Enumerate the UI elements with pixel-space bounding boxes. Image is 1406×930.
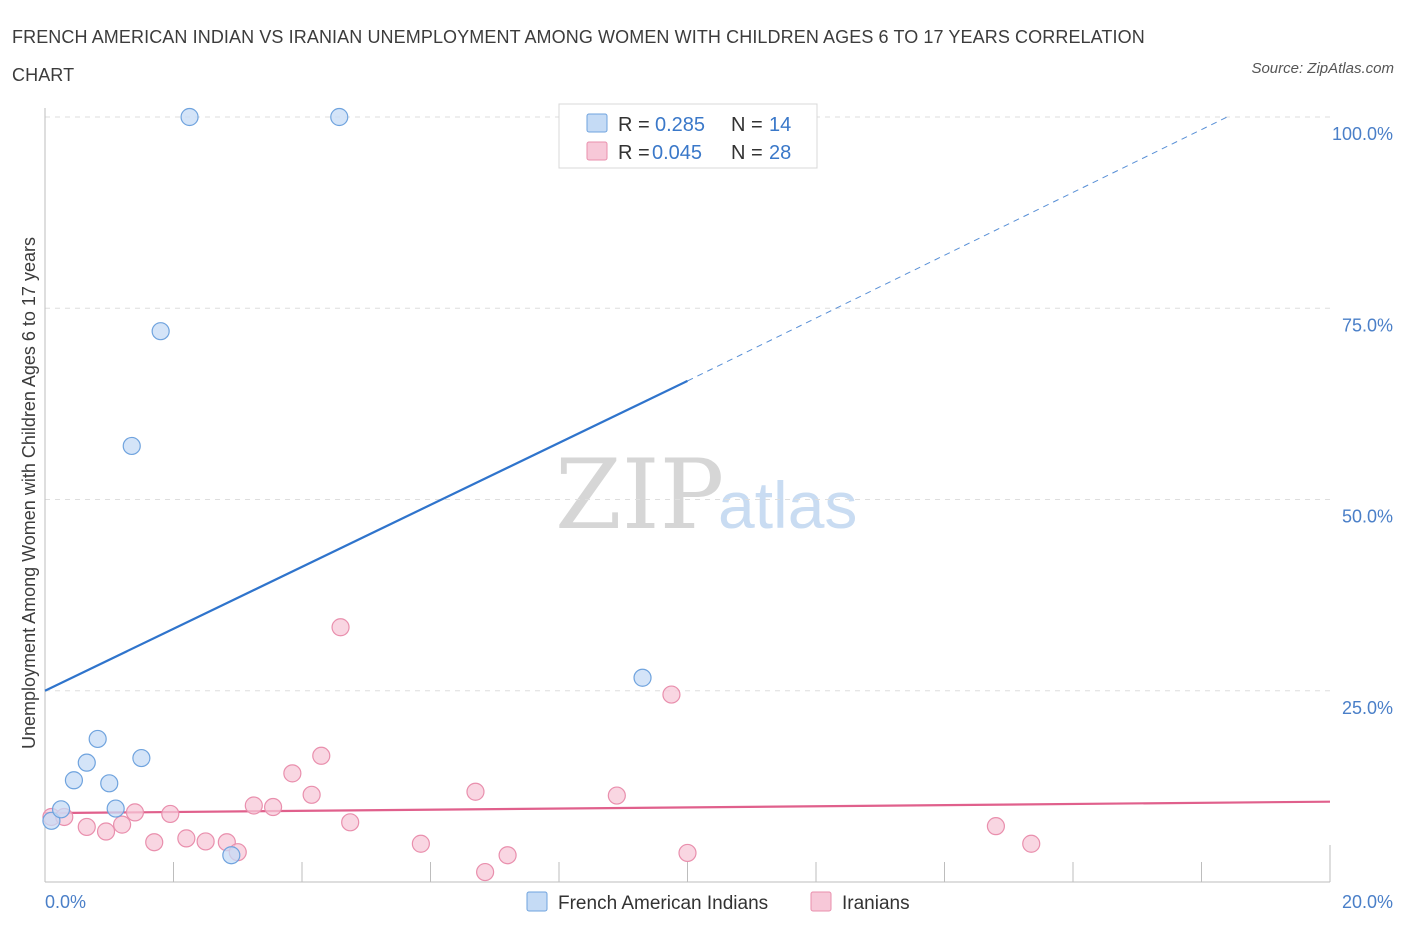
legend-n-label-2: N = — [731, 142, 763, 164]
point-iranians-14 — [283, 764, 302, 783]
y-tick-label-1: 50.0% — [1342, 507, 1393, 527]
point-iranians-18 — [341, 813, 360, 832]
bottom-legend-iranians: Iranians — [842, 893, 910, 914]
legend-r-label-2: R = — [618, 142, 650, 164]
trend-line-1 — [44, 800, 1331, 815]
gridlines — [45, 116, 1330, 692]
point-iranians-17 — [331, 618, 350, 637]
legend-n-label-1: N = — [731, 114, 763, 136]
point-iranians-15 — [302, 785, 321, 804]
point-iranians-20 — [466, 782, 485, 801]
legend-swatch-french-american-indians — [586, 113, 608, 133]
trend-line-extension-0 — [687, 116, 1228, 382]
point-iranians-6 — [145, 833, 164, 852]
point-french-american-indians-2 — [64, 771, 84, 790]
point-iranians-21 — [476, 862, 495, 882]
point-french-american-indians-1 — [51, 800, 71, 819]
bottom-legend-french-american-indians: French American Indians — [558, 893, 768, 914]
chart-title: FRENCH AMERICAN INDIAN VS IRANIAN UNEMPL… — [12, 27, 1145, 85]
legend-r-value-2: 0.045 — [652, 142, 702, 164]
axes — [44, 108, 1331, 883]
point-french-american-indians-13 — [633, 668, 652, 687]
legend-r-label-1: R = — [618, 114, 650, 136]
point-iranians-25 — [678, 843, 697, 863]
legend-r-value-1: 0.285 — [655, 114, 705, 136]
point-french-american-indians-3 — [77, 753, 96, 772]
bottom-legend: French American Indians Iranians — [526, 891, 910, 914]
point-french-american-indians-10 — [180, 107, 199, 127]
point-iranians-2 — [77, 817, 96, 837]
point-iranians-22 — [498, 846, 517, 865]
point-iranians-19 — [411, 834, 430, 853]
point-french-american-indians-12 — [330, 107, 349, 127]
point-iranians-12 — [244, 796, 263, 815]
watermark-atlas: atlas — [718, 468, 857, 542]
point-iranians-7 — [161, 804, 180, 824]
legend-n-value-2: 28 — [769, 142, 791, 164]
watermark-zip: ZIP — [555, 439, 724, 551]
point-french-american-indians-5 — [100, 774, 119, 793]
legend-swatch-iranians — [586, 141, 608, 161]
x-tick-label-min: 0.0% — [45, 892, 86, 912]
x-tick-label-max: 20.0% — [1342, 892, 1393, 912]
point-french-american-indians-4 — [88, 729, 107, 749]
point-iranians-23 — [607, 786, 626, 805]
y-tick-labels: 25.0% 50.0% 75.0% 100.0% — [1332, 124, 1393, 718]
point-iranians-24 — [662, 685, 681, 704]
y-tick-label-3: 100.0% — [1332, 124, 1393, 144]
point-french-american-indians-7 — [122, 436, 141, 456]
point-iranians-13 — [263, 797, 283, 817]
data-points — [42, 107, 1041, 882]
y-tick-label-0: 25.0% — [1342, 698, 1393, 718]
point-french-american-indians-9 — [151, 322, 170, 341]
bottom-legend-swatch-iranians — [810, 891, 832, 912]
point-iranians-26 — [986, 817, 1006, 836]
bottom-legend-swatch-french-american-indians — [526, 891, 548, 912]
point-iranians-27 — [1022, 834, 1041, 853]
point-iranians-8 — [177, 829, 196, 848]
chart-source: Source: ZipAtlas.com — [1251, 60, 1394, 77]
point-iranians-3 — [96, 822, 116, 841]
trend-line-0 — [44, 379, 688, 692]
legend-n-value-1: 14 — [769, 114, 791, 136]
legend-box: R = 0.285 N = 14 R = 0.045 N = 28 — [558, 103, 818, 169]
point-iranians-4 — [112, 815, 132, 834]
point-french-american-indians-11 — [222, 846, 241, 865]
point-iranians-16 — [312, 746, 331, 765]
point-french-american-indians-8 — [132, 748, 151, 768]
point-iranians-9 — [196, 832, 215, 851]
point-french-american-indians-6 — [106, 799, 125, 818]
y-axis-label: Unemployment Among Women with Children A… — [19, 237, 39, 749]
y-tick-label-2: 75.0% — [1342, 315, 1393, 335]
point-iranians-5 — [125, 803, 145, 822]
